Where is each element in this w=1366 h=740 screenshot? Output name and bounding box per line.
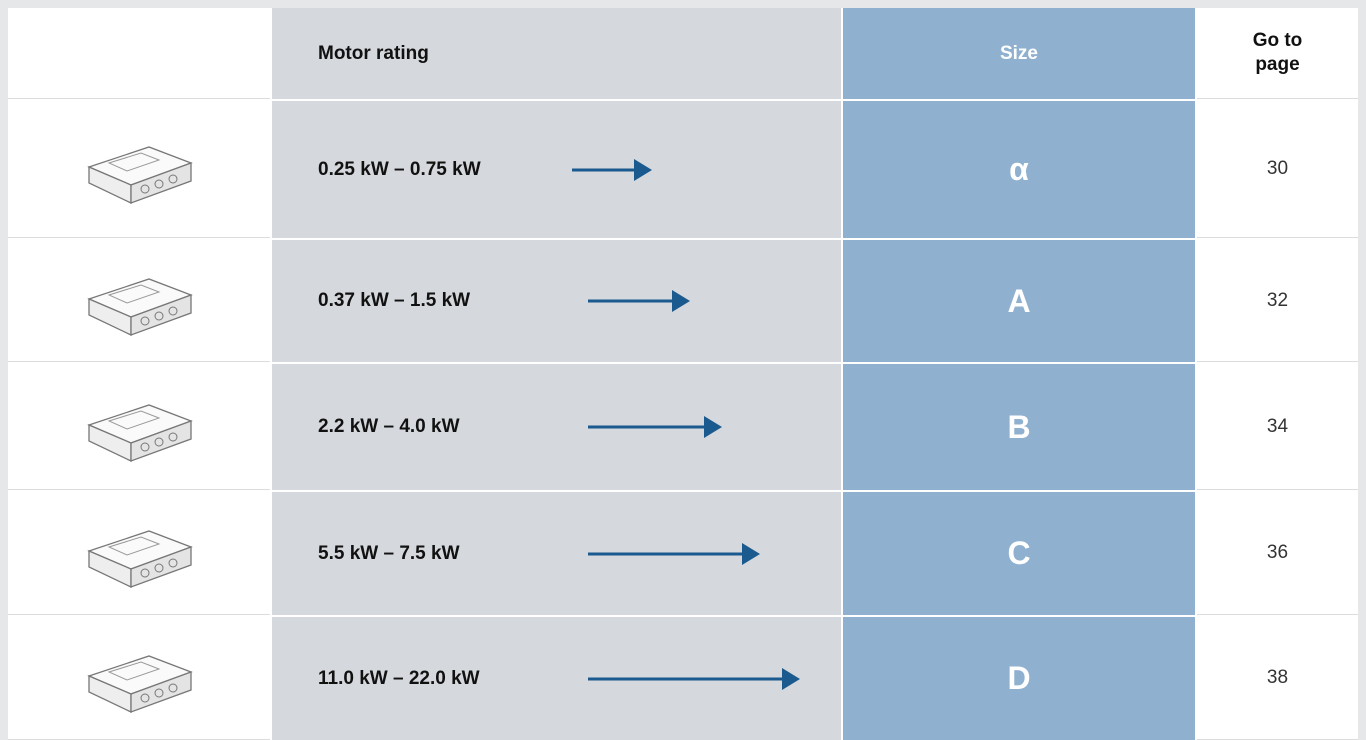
motor-rating: 0.25 kW – 0.75 kW [272,101,841,238]
product-image [8,240,270,362]
motor-rating: 11.0 kW – 22.0 kW [272,617,841,740]
drive-icon [79,513,199,593]
drive-icon [79,638,199,718]
page: {"header": {"motor_rating": "Motor ratin… [0,0,1366,740]
arrow [572,158,652,182]
size-label: B [843,364,1195,490]
header-size: Size [843,8,1195,99]
motor-rating: 5.5 kW – 7.5 kW [272,492,841,615]
size-label: D [843,617,1195,740]
header-empty [8,8,270,99]
page-number: 30 [1197,101,1358,238]
body: Motor rating Size Go to page 0.25 kW – 0… [0,0,1366,740]
arrow [588,415,722,439]
page-number: 36 [1197,492,1358,615]
product-image [8,492,270,615]
motor-rating: 0.37 kW – 1.5 kW [272,240,841,362]
header-go-to-page: Go to page [1197,8,1358,99]
page-number: 32 [1197,240,1358,362]
arrow [588,667,800,691]
page-number: 34 [1197,364,1358,490]
drive-icon [79,387,199,467]
page-number: 38 [1197,617,1358,740]
product-image [8,101,270,238]
product-image [8,617,270,740]
arrow [588,289,690,313]
arrow [588,542,760,566]
drive-icon [79,129,199,209]
size-label: C [843,492,1195,615]
header-motor-rating: Motor rating [272,8,841,99]
motor-rating: 2.2 kW – 4.0 kW [272,364,841,490]
size-table: Motor rating Size Go to page 0.25 kW – 0… [8,8,1358,740]
drive-icon [79,261,199,341]
size-label: α [843,101,1195,238]
product-image [8,364,270,490]
size-label: A [843,240,1195,362]
